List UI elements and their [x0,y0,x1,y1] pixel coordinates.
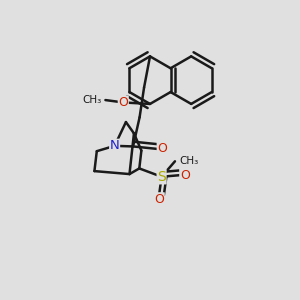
Text: CH₃: CH₃ [180,156,199,166]
Text: O: O [154,193,164,206]
Text: CH₃: CH₃ [82,95,102,105]
Text: O: O [118,96,128,109]
Text: N: N [110,139,119,152]
Text: O: O [157,142,167,155]
Text: O: O [180,169,190,182]
Text: S: S [157,170,166,184]
